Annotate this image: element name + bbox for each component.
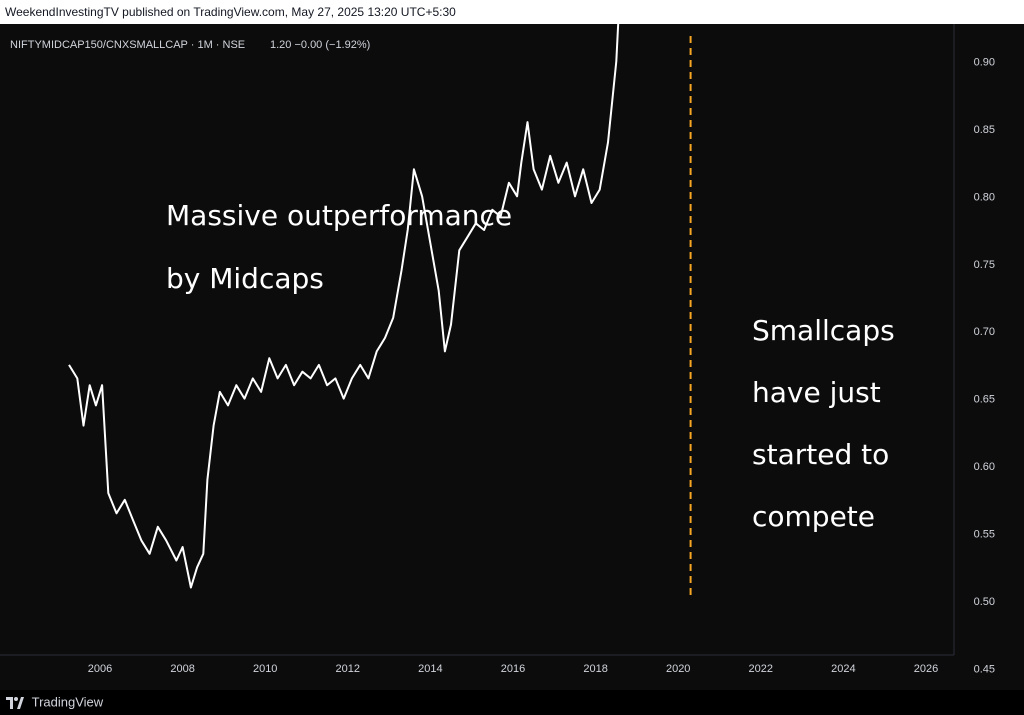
chart-title: NIFTYMIDCAP150/CNXSMALLCAP · 1M · NSE xyxy=(10,39,245,51)
x-tick-label: 2006 xyxy=(88,663,112,675)
y-tick-label: 0.75 xyxy=(974,259,995,271)
y-tick-label: 0.80 xyxy=(974,191,995,203)
annotation-layer: Massive outperformance by Midcaps Smallcap… xyxy=(166,199,895,533)
x-tick-label: 2020 xyxy=(666,663,690,675)
annotation-text: Massive outperformance xyxy=(166,199,512,232)
brand-name: TradingView xyxy=(31,694,104,710)
publish-info: WeekendInvestingTV published on TradingV… xyxy=(5,5,456,19)
y-tick-label: 0.85 xyxy=(974,124,995,136)
y-tick-label: 0.60 xyxy=(974,461,995,473)
tradingview-logo-icon xyxy=(6,696,24,709)
y-tick-label: 0.45 xyxy=(974,663,995,675)
x-tick-label: 2012 xyxy=(336,663,360,675)
y-tick-label: 0.55 xyxy=(974,529,995,541)
annotation-text: by Midcaps xyxy=(166,262,324,295)
y-tick-label: 0.70 xyxy=(974,326,995,338)
y-tick-label: 0.65 xyxy=(974,394,995,406)
line-layer xyxy=(68,24,620,589)
x-tick-label: 2010 xyxy=(253,663,277,675)
series-line xyxy=(68,24,620,589)
publish-header: WeekendInvestingTV published on TradingV… xyxy=(0,0,1024,24)
plot-background xyxy=(0,24,1024,690)
x-tick-label: 2022 xyxy=(749,663,773,675)
annotation-text: have just xyxy=(752,376,881,409)
x-tick-label: 2016 xyxy=(501,663,525,675)
y-tick-label: 0.90 xyxy=(974,56,995,68)
x-tick-label: 2014 xyxy=(418,663,442,675)
x-tick-label: 2018 xyxy=(583,663,607,675)
x-tick-label: 2008 xyxy=(170,663,194,675)
brand-footer: TradingView xyxy=(0,690,1024,714)
annotation-text: compete xyxy=(752,500,875,533)
annotation-text: Smallcaps xyxy=(752,314,895,347)
x-tick-label: 2024 xyxy=(831,663,855,675)
legend-values: 1.20 −0.00 (−1.92%) xyxy=(270,39,370,51)
price-chart[interactable]: 0.45 0.50 0.55 0.60 0.65 0.70 0.75 0.80 0.85 0.90… xyxy=(0,24,1024,690)
x-tick-label: 2026 xyxy=(914,663,938,675)
marker-layer: 1.20 xyxy=(689,36,692,600)
y-tick-label: 0.50 xyxy=(974,596,995,608)
axis-layer: 0.45 0.50 0.55 0.60 0.65 0.70 0.75 0.80 0.85 0.90… xyxy=(0,24,995,675)
annotation-text: started to xyxy=(752,438,889,471)
